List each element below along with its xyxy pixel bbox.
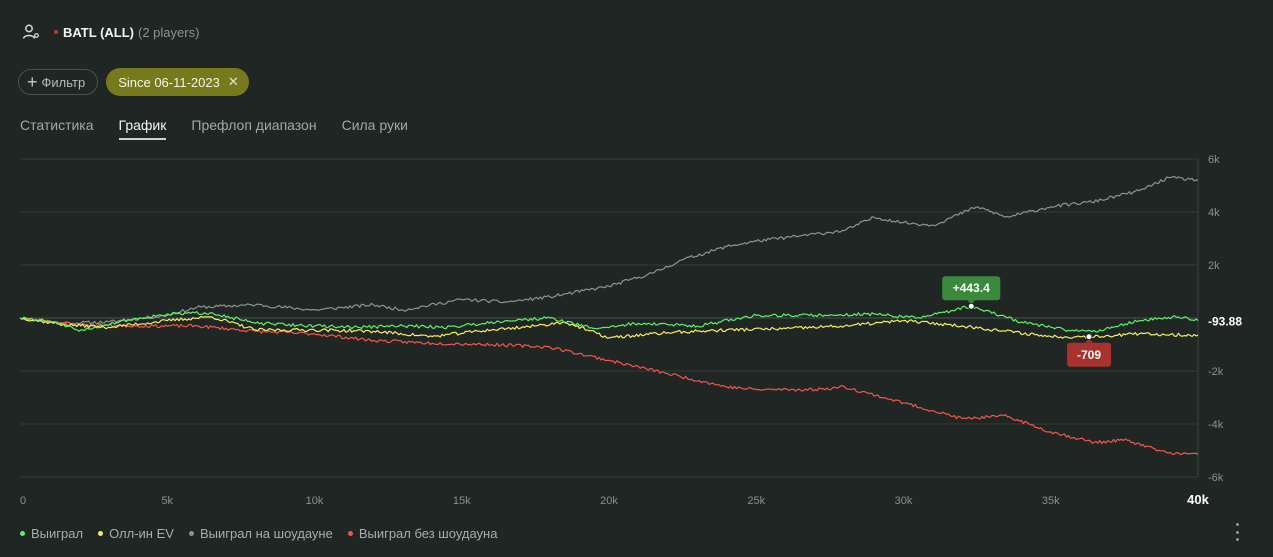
- chart-area: 6k 4k 2k -2k -4k -6k 0 5k 10k 15k 20k 25k 30k 35k 40k…: [0, 145, 1273, 515]
- badge-label: -709: [1077, 348, 1101, 362]
- chart-series: [19, 175, 1199, 456]
- user-settings-icon[interactable]: [22, 23, 40, 41]
- x-tick-label: 5k: [161, 495, 173, 507]
- legend-label: Олл-ин EV: [109, 526, 174, 541]
- legend-label: Выиграл: [31, 526, 84, 541]
- badge-bg: [1067, 342, 1112, 367]
- legend-label: Выиграл без шоудауна: [358, 526, 498, 541]
- plus-icon: +: [27, 72, 38, 92]
- page-header: BATL (ALL) (2 players): [22, 22, 199, 42]
- x-tick-label: 15k: [453, 495, 471, 507]
- more-vertical-icon[interactable]: [1232, 523, 1242, 541]
- series-line-allin-ev[interactable]: [19, 315, 1199, 339]
- y-tick-label: 6k: [1208, 154, 1220, 166]
- tab-preflop-range[interactable]: Префлоп диапазон: [191, 117, 317, 133]
- legend-dot: [347, 531, 353, 536]
- player-count: (2 players): [138, 24, 200, 40]
- close-icon[interactable]: ✕: [227, 74, 239, 89]
- date-filter-chip[interactable]: Since 06-11-2023 ✕: [106, 68, 249, 96]
- y-tick-label: 2k: [1208, 260, 1220, 272]
- y-axis-ticks: 6k 4k 2k -2k -4k -6k: [1208, 154, 1224, 484]
- x-tick-label: 40k: [1187, 492, 1209, 507]
- series-line-won[interactable]: [19, 305, 1199, 333]
- add-filter-button[interactable]: + Фильтр: [18, 69, 99, 95]
- tab-statistics[interactable]: Статистика: [20, 117, 94, 133]
- legend-dot: [98, 531, 104, 536]
- end-value-label: -93.88: [1208, 314, 1242, 328]
- chart-grid: [20, 158, 1199, 478]
- y-tick-label: -6k: [1208, 472, 1224, 484]
- profit-chart: 6k 4k 2k -2k -4k -6k 0 5k 10k 15k 20k 25k 30k 35k 40k…: [19, 154, 1242, 507]
- x-axis-ticks: 0 5k 10k 15k 20k 25k 30k 35k 40k: [20, 492, 1210, 507]
- x-tick-label: 10k: [306, 495, 324, 507]
- series-line-showdown[interactable]: [19, 175, 1199, 326]
- chart-legend: Выиграл Олл-ин EV Выиграл на шоудауне Вы…: [20, 526, 512, 541]
- badge-bg: [942, 276, 1001, 301]
- date-filter-label: Since 06-11-2023: [118, 74, 220, 90]
- badge-arrow: [1085, 338, 1094, 343]
- y-tick-label: -2k: [1208, 366, 1224, 378]
- badge-label: +443.4: [953, 281, 990, 295]
- filter-bar: + Фильтр Since 06-11-2023 ✕: [18, 68, 249, 96]
- status-dot: [54, 30, 58, 34]
- x-tick-label: 0: [20, 495, 26, 507]
- tab-hand-strength[interactable]: Сила руки: [341, 117, 408, 133]
- badge-point: [1085, 333, 1093, 341]
- legend-item-won[interactable]: Выиграл: [20, 526, 83, 541]
- max-badge: +443.4: [942, 276, 1001, 310]
- x-tick-label: 30k: [895, 495, 913, 507]
- tab-graph[interactable]: График: [118, 117, 167, 140]
- x-tick-label: 35k: [1042, 495, 1060, 507]
- badge-point: [967, 302, 975, 310]
- legend-dot: [188, 531, 194, 536]
- tab-bar: Статистика График Префлоп диапазон Сила …: [20, 117, 433, 140]
- page-title: BATL (ALL): [63, 24, 134, 40]
- y-tick-label: -4k: [1208, 419, 1224, 431]
- legend-item-non-showdown[interactable]: Выиграл без шоудауна: [347, 526, 498, 541]
- series-line-non-showdown[interactable]: [19, 317, 1199, 456]
- min-badge: -709: [1067, 333, 1112, 367]
- legend-label: Выиграл на шоудауне: [199, 526, 333, 541]
- legend-item-showdown[interactable]: Выиграл на шоудауне: [188, 526, 333, 541]
- legend-item-allin-ev[interactable]: Олл-ин EV: [98, 526, 174, 541]
- x-tick-label: 25k: [747, 495, 765, 507]
- legend-dot: [20, 531, 25, 536]
- add-filter-label: Фильтр: [41, 74, 86, 90]
- y-tick-label: 4k: [1208, 207, 1220, 219]
- badge-arrow: [967, 300, 976, 305]
- x-tick-label: 20k: [600, 495, 618, 507]
- chart-annotations: +443.4 -709 -93.88: [942, 276, 1242, 367]
